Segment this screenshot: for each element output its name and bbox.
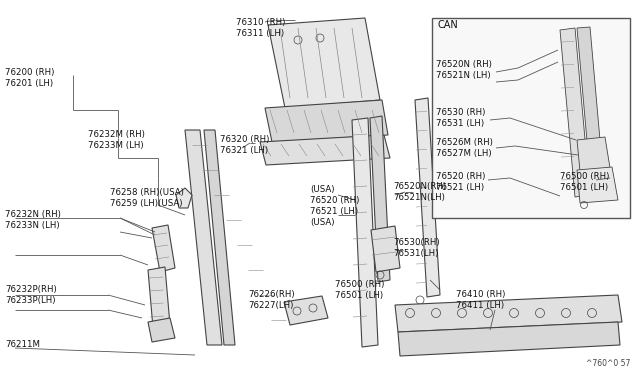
Polygon shape: [352, 118, 378, 347]
Text: 76520N(RH)
76521N(LH): 76520N(RH) 76521N(LH): [393, 182, 446, 202]
Text: 76232N (RH)
76233N (LH): 76232N (RH) 76233N (LH): [5, 210, 61, 230]
Polygon shape: [148, 318, 175, 342]
Text: 76530 (RH)
76531 (LH): 76530 (RH) 76531 (LH): [436, 108, 485, 128]
Text: 76232M (RH)
76233M (LH): 76232M (RH) 76233M (LH): [88, 130, 145, 150]
Text: 76530(RH)
76531(LH): 76530(RH) 76531(LH): [393, 238, 440, 258]
Polygon shape: [185, 130, 222, 345]
Polygon shape: [371, 226, 400, 272]
Text: 76410 (RH)
76411 (LH): 76410 (RH) 76411 (LH): [456, 290, 506, 310]
Polygon shape: [415, 98, 440, 297]
Polygon shape: [577, 167, 618, 203]
Text: 76200 (RH)
76201 (LH): 76200 (RH) 76201 (LH): [5, 68, 54, 88]
Polygon shape: [395, 295, 622, 332]
Text: 76232P(RH)
76233P(LH): 76232P(RH) 76233P(LH): [5, 285, 57, 305]
Text: 76526M (RH)
76527M (LH): 76526M (RH) 76527M (LH): [436, 138, 493, 158]
Text: CAN: CAN: [438, 20, 459, 30]
Polygon shape: [152, 225, 175, 272]
Text: 76226(RH)
76227(LH): 76226(RH) 76227(LH): [248, 290, 294, 310]
Polygon shape: [204, 130, 235, 345]
Polygon shape: [560, 28, 590, 197]
Text: ^760^0 57: ^760^0 57: [586, 359, 630, 368]
Polygon shape: [284, 296, 328, 325]
Text: 76520 (RH)
76521 (LH): 76520 (RH) 76521 (LH): [436, 172, 485, 192]
Text: 76211M: 76211M: [5, 340, 40, 349]
Text: 76310 (RH)
76311 (LH): 76310 (RH) 76311 (LH): [236, 18, 285, 38]
Text: 76500 (RH)
76501 (LH): 76500 (RH) 76501 (LH): [335, 280, 385, 300]
Text: 76320 (RH)
76321 (LH): 76320 (RH) 76321 (LH): [220, 135, 269, 155]
Polygon shape: [398, 322, 620, 356]
Polygon shape: [176, 188, 192, 208]
Polygon shape: [148, 267, 170, 328]
FancyBboxPatch shape: [432, 18, 630, 218]
Polygon shape: [265, 100, 388, 142]
Polygon shape: [370, 116, 390, 282]
Polygon shape: [577, 137, 610, 171]
Polygon shape: [260, 135, 390, 165]
Polygon shape: [268, 18, 380, 108]
Text: (USA)
76520 (RH)
76521 (LH)
(USA): (USA) 76520 (RH) 76521 (LH) (USA): [310, 185, 360, 227]
Polygon shape: [577, 27, 600, 141]
Text: 76520N (RH)
76521N (LH): 76520N (RH) 76521N (LH): [436, 60, 492, 80]
Text: 76258 (RH)(USA)
76259 (LH)(USA): 76258 (RH)(USA) 76259 (LH)(USA): [110, 188, 184, 208]
Text: 76500 (RH)
76501 (LH): 76500 (RH) 76501 (LH): [560, 172, 609, 192]
